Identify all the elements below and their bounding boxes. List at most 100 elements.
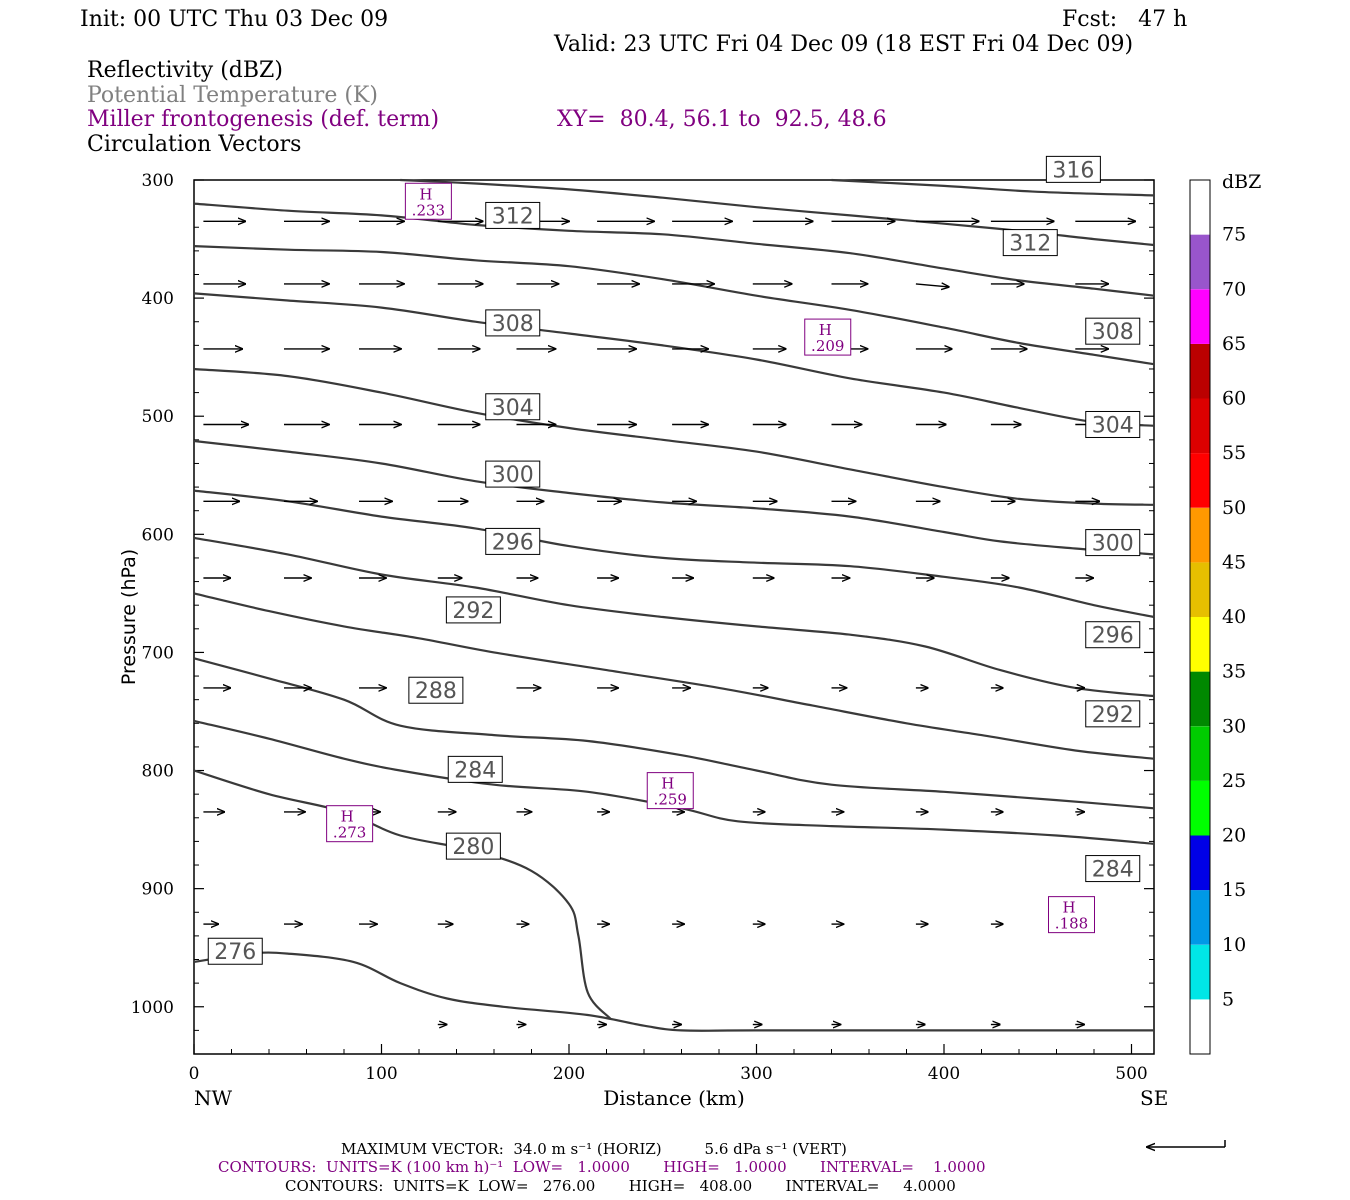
isentrope-312 — [193, 292, 1155, 427]
colorbar-label: 50 — [1222, 497, 1246, 519]
frontogenesis-max-letter: H — [341, 808, 354, 826]
x-axis-right-end-label: SE — [1140, 1086, 1168, 1110]
colorbar-label: 40 — [1222, 606, 1246, 628]
contour-label-box — [1085, 855, 1141, 883]
isentrope-308 — [193, 367, 1155, 506]
contour-label-288: 288 — [415, 679, 457, 704]
reference-vector — [1147, 1140, 1226, 1147]
frontogenesis-label: Miller frontogenesis (def. term) — [87, 107, 439, 132]
contour-label-box — [485, 201, 541, 229]
frontogenesis-max-letter: H — [1063, 899, 1076, 917]
contour-label-284: 284 — [1092, 858, 1134, 883]
colorbar-bin — [1190, 289, 1210, 344]
footer: MAXIMUM VECTOR: 34.0 m s⁻¹ (HORIZ) 5.6 d… — [218, 1140, 986, 1195]
contour-label-280: 280 — [452, 835, 494, 860]
contour-label-312: 312 — [1009, 232, 1051, 257]
x-tick-label: 0 — [189, 1064, 200, 1084]
y-tick-label: 1000 — [131, 998, 174, 1018]
contour-label-box — [445, 832, 501, 860]
contour-label-312: 312 — [492, 204, 534, 229]
header: Init: 00 UTC Thu 03 Dec 09 Fcst: 47 h Va… — [80, 7, 1187, 57]
frontogenesis-max-letter: H — [661, 775, 674, 793]
plot-frame — [193, 179, 1155, 1055]
x-axis-left-end-label: NW — [194, 1086, 233, 1110]
colorbar-label: 20 — [1222, 825, 1246, 847]
colorbar-bin — [1190, 726, 1210, 781]
isentrope-328 — [831, 178, 1155, 197]
colorbar-bin — [1190, 617, 1210, 672]
axis-tick-labels: 0 100 200 300 400 500 300 400 500 600 700 800 900 100… — [131, 171, 1148, 1084]
colorbar-bin — [1190, 944, 1210, 1000]
colorbar-bin — [1190, 562, 1210, 617]
contour-label-box — [485, 309, 541, 337]
frontogenesis-max-box — [404, 182, 452, 220]
contour-label-box — [485, 527, 541, 555]
colorbar-label: 25 — [1222, 770, 1246, 792]
potential-temperature-label: Potential Temperature (K) — [87, 83, 378, 108]
contour-label-box — [485, 460, 541, 488]
colorbar-bin — [1190, 671, 1210, 727]
colorbar-bin — [1190, 234, 1210, 290]
contour-label-box — [1085, 410, 1141, 438]
valid-time: Valid: 23 UTC Fri 04 Dec 09 (18 EST Fri … — [553, 32, 1133, 57]
contour-label-box — [485, 393, 541, 421]
colorbar-frame — [1189, 179, 1211, 1055]
colorbar-bin — [1190, 398, 1210, 454]
x-tick-label: 100 — [365, 1064, 397, 1084]
colorbar-bin — [1190, 453, 1210, 508]
isentrope-292 — [193, 592, 1155, 760]
y-tick-label: 500 — [142, 407, 174, 427]
contour-label-296: 296 — [1092, 624, 1134, 649]
frontogenesis-max-value: .259 — [654, 791, 687, 809]
frontogenesis-max-value: .188 — [1055, 915, 1088, 933]
contour-label-box — [1085, 529, 1141, 557]
circulation-vectors-label: Circulation Vectors — [87, 132, 301, 157]
colorbar-label: 15 — [1222, 879, 1246, 901]
init-time: Init: 00 UTC Thu 03 Dec 09 — [80, 7, 388, 32]
max-vector-info: MAXIMUM VECTOR: 34.0 m s⁻¹ (HORIZ) 5.6 d… — [341, 1140, 847, 1158]
isentrope-300 — [193, 489, 1155, 619]
y-tick-label: 900 — [142, 880, 174, 900]
colorbar-bin — [1190, 780, 1210, 836]
colorbar-unit: dBZ — [1222, 171, 1261, 193]
reflectivity-colorbar: 5 10 15 20 25 30 35 40 45 50 55 60 65 70 75 — [1189, 179, 1246, 1055]
colorbar-label: 65 — [1222, 333, 1246, 355]
colorbar-bin — [1190, 835, 1210, 891]
y-tick-label: 300 — [142, 171, 174, 191]
frontogenesis-max-box — [646, 772, 694, 810]
colorbar-label: 75 — [1222, 224, 1246, 246]
contour-label-box — [445, 596, 501, 624]
colorbar-bin — [1190, 507, 1210, 563]
circulation-vector — [915, 284, 949, 287]
contour-label-box — [447, 755, 503, 783]
isentrope-296 — [193, 536, 1155, 698]
colorbar-label: 45 — [1222, 551, 1246, 573]
colorbar-label: 60 — [1222, 388, 1246, 410]
frontogenesis-contour-info: CONTOURS: UNITS=K (100 km h)⁻¹ LOW= 1.00… — [218, 1158, 986, 1176]
cross-section-coordinates: XY= 80.4, 56.1 to 92.5, 48.6 — [557, 107, 887, 132]
contour-label-box — [408, 676, 464, 704]
contour-label-304: 304 — [1092, 413, 1134, 438]
y-tick-label: 800 — [142, 762, 174, 782]
forecast-hour: Fcst: 47 h — [1062, 7, 1187, 32]
contour-label-308: 308 — [492, 312, 534, 337]
contour-label-box — [207, 937, 263, 965]
field-legend: Reflectivity (dBZ) Potential Temperature… — [87, 58, 887, 157]
contour-label-300: 300 — [492, 463, 534, 488]
colorbar-label: 55 — [1222, 442, 1246, 464]
circulation-vectors — [203, 221, 1135, 1024]
contour-label-box — [1045, 155, 1101, 183]
frontogenesis-max-letter: H — [819, 321, 832, 339]
contour-label-284: 284 — [454, 758, 496, 783]
contour-label-box — [1002, 229, 1058, 257]
x-tick-label: 500 — [1115, 1064, 1147, 1084]
contour-labels: 276 280 284 284 288 292 292 296 296 300 300 304 304 3… — [207, 155, 1141, 965]
contour-label-292: 292 — [1092, 703, 1134, 728]
x-tick-label: 400 — [928, 1064, 960, 1084]
isentrope-280 — [193, 769, 612, 1020]
isentrope-276 — [193, 951, 1154, 1032]
colorbar-label: 70 — [1222, 278, 1246, 300]
colorbar-label: 10 — [1222, 934, 1246, 956]
